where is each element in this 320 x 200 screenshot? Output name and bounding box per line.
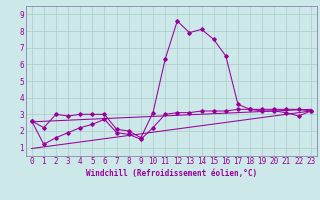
X-axis label: Windchill (Refroidissement éolien,°C): Windchill (Refroidissement éolien,°C) bbox=[86, 169, 257, 178]
